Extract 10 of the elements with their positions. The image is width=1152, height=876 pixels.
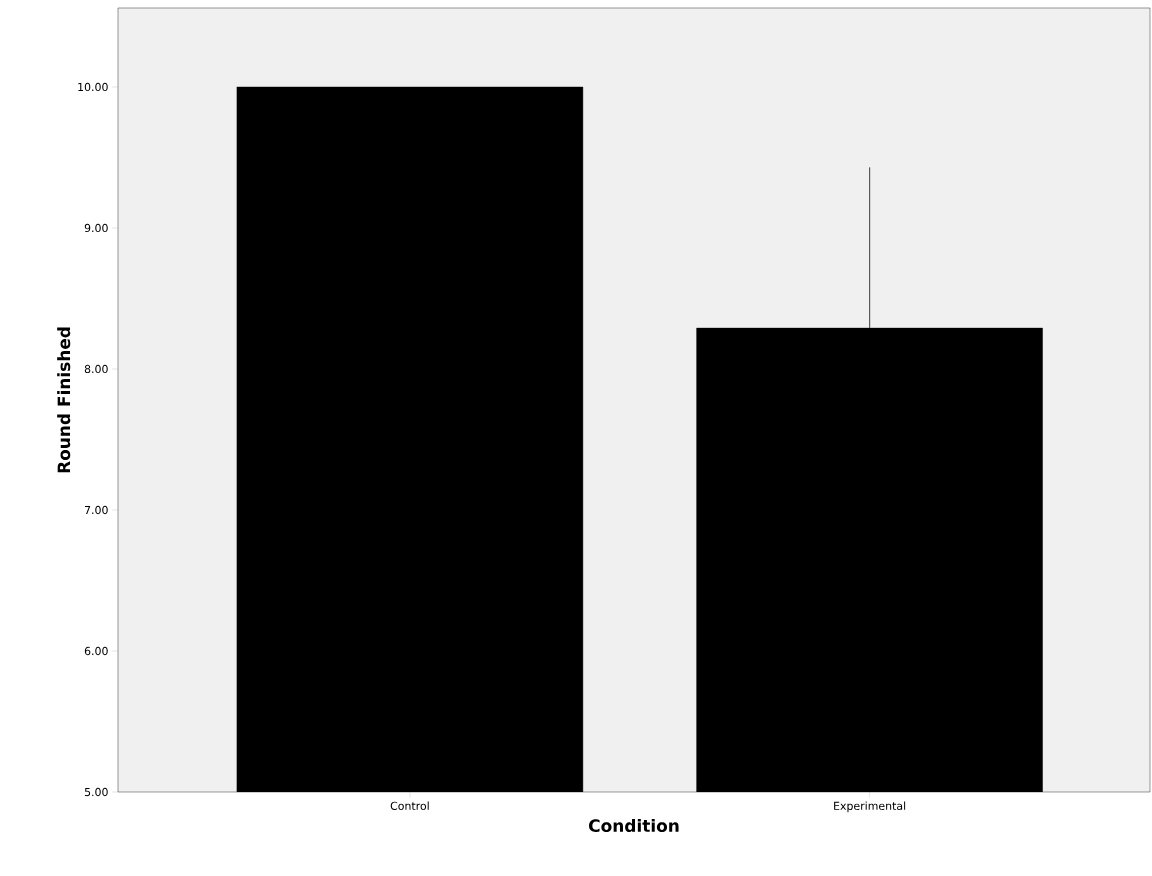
x-tick-label: Experimental — [834, 801, 906, 813]
y-tick-label: 5.00 — [84, 787, 108, 797]
y-tick-label: 7.00 — [84, 505, 108, 515]
y-axis-title: Round Finished — [57, 327, 71, 473]
x-tick-label: Control — [390, 801, 429, 810]
y-tick-label: 9.00 — [84, 223, 108, 233]
y-tick-label: 6.00 — [84, 646, 108, 656]
y-tick-label: 10.00 — [78, 82, 108, 92]
x-axis-title: Condition — [589, 818, 679, 833]
y-tick-label: 8.00 — [84, 364, 108, 374]
